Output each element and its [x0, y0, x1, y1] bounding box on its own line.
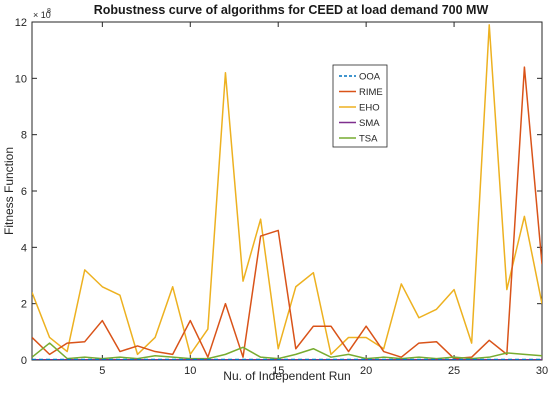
y-axis-ticks: 0 2 4 6 8 10 12	[15, 17, 542, 367]
x-tick-label: 20	[360, 365, 372, 377]
y-tick-label: 0	[21, 355, 27, 367]
y-tick-label: 2	[21, 299, 27, 311]
y-axis-title: Fitness Function	[2, 147, 16, 235]
x-tick-label: 10	[184, 365, 196, 377]
x-tick-label: 25	[448, 365, 460, 377]
y-tick-label: 6	[21, 186, 27, 198]
chart-title: Robustness curve of algorithms for CEED …	[94, 3, 489, 17]
x-axis-title: Nu. of Independent Run	[223, 369, 350, 383]
series-line-eho	[32, 24, 542, 356]
series-line-tsa	[32, 342, 542, 360]
legend-label-eho: EHO	[359, 103, 380, 114]
legend-label-tsa: TSA	[359, 134, 378, 145]
legend-label-ooa: OOA	[359, 72, 381, 83]
series-line-rime	[32, 66, 542, 360]
legend-label-rime: RIME	[359, 87, 383, 98]
x-tick-label: 30	[536, 365, 548, 377]
y-multiplier-base: × 10	[33, 10, 51, 20]
y-tick-label: 12	[15, 17, 27, 29]
y-tick-label: 10	[15, 73, 27, 85]
y-axis-multiplier: × 10 8	[33, 8, 51, 20]
plot-area	[31, 21, 543, 361]
series-lines	[32, 24, 542, 360]
y-tick-label: 8	[21, 130, 27, 142]
y-multiplier-exponent: 8	[47, 8, 51, 15]
x-axis-ticks: 5 10 15 20 25 30	[99, 22, 548, 377]
legend-label-sma: SMA	[359, 118, 380, 129]
y-tick-label: 4	[21, 242, 27, 254]
x-tick-label: 5	[99, 365, 105, 377]
x-tick-label: 15	[272, 365, 284, 377]
legend: OOA RIME EHO SMA TSA	[332, 64, 388, 148]
legend-box	[332, 64, 388, 148]
